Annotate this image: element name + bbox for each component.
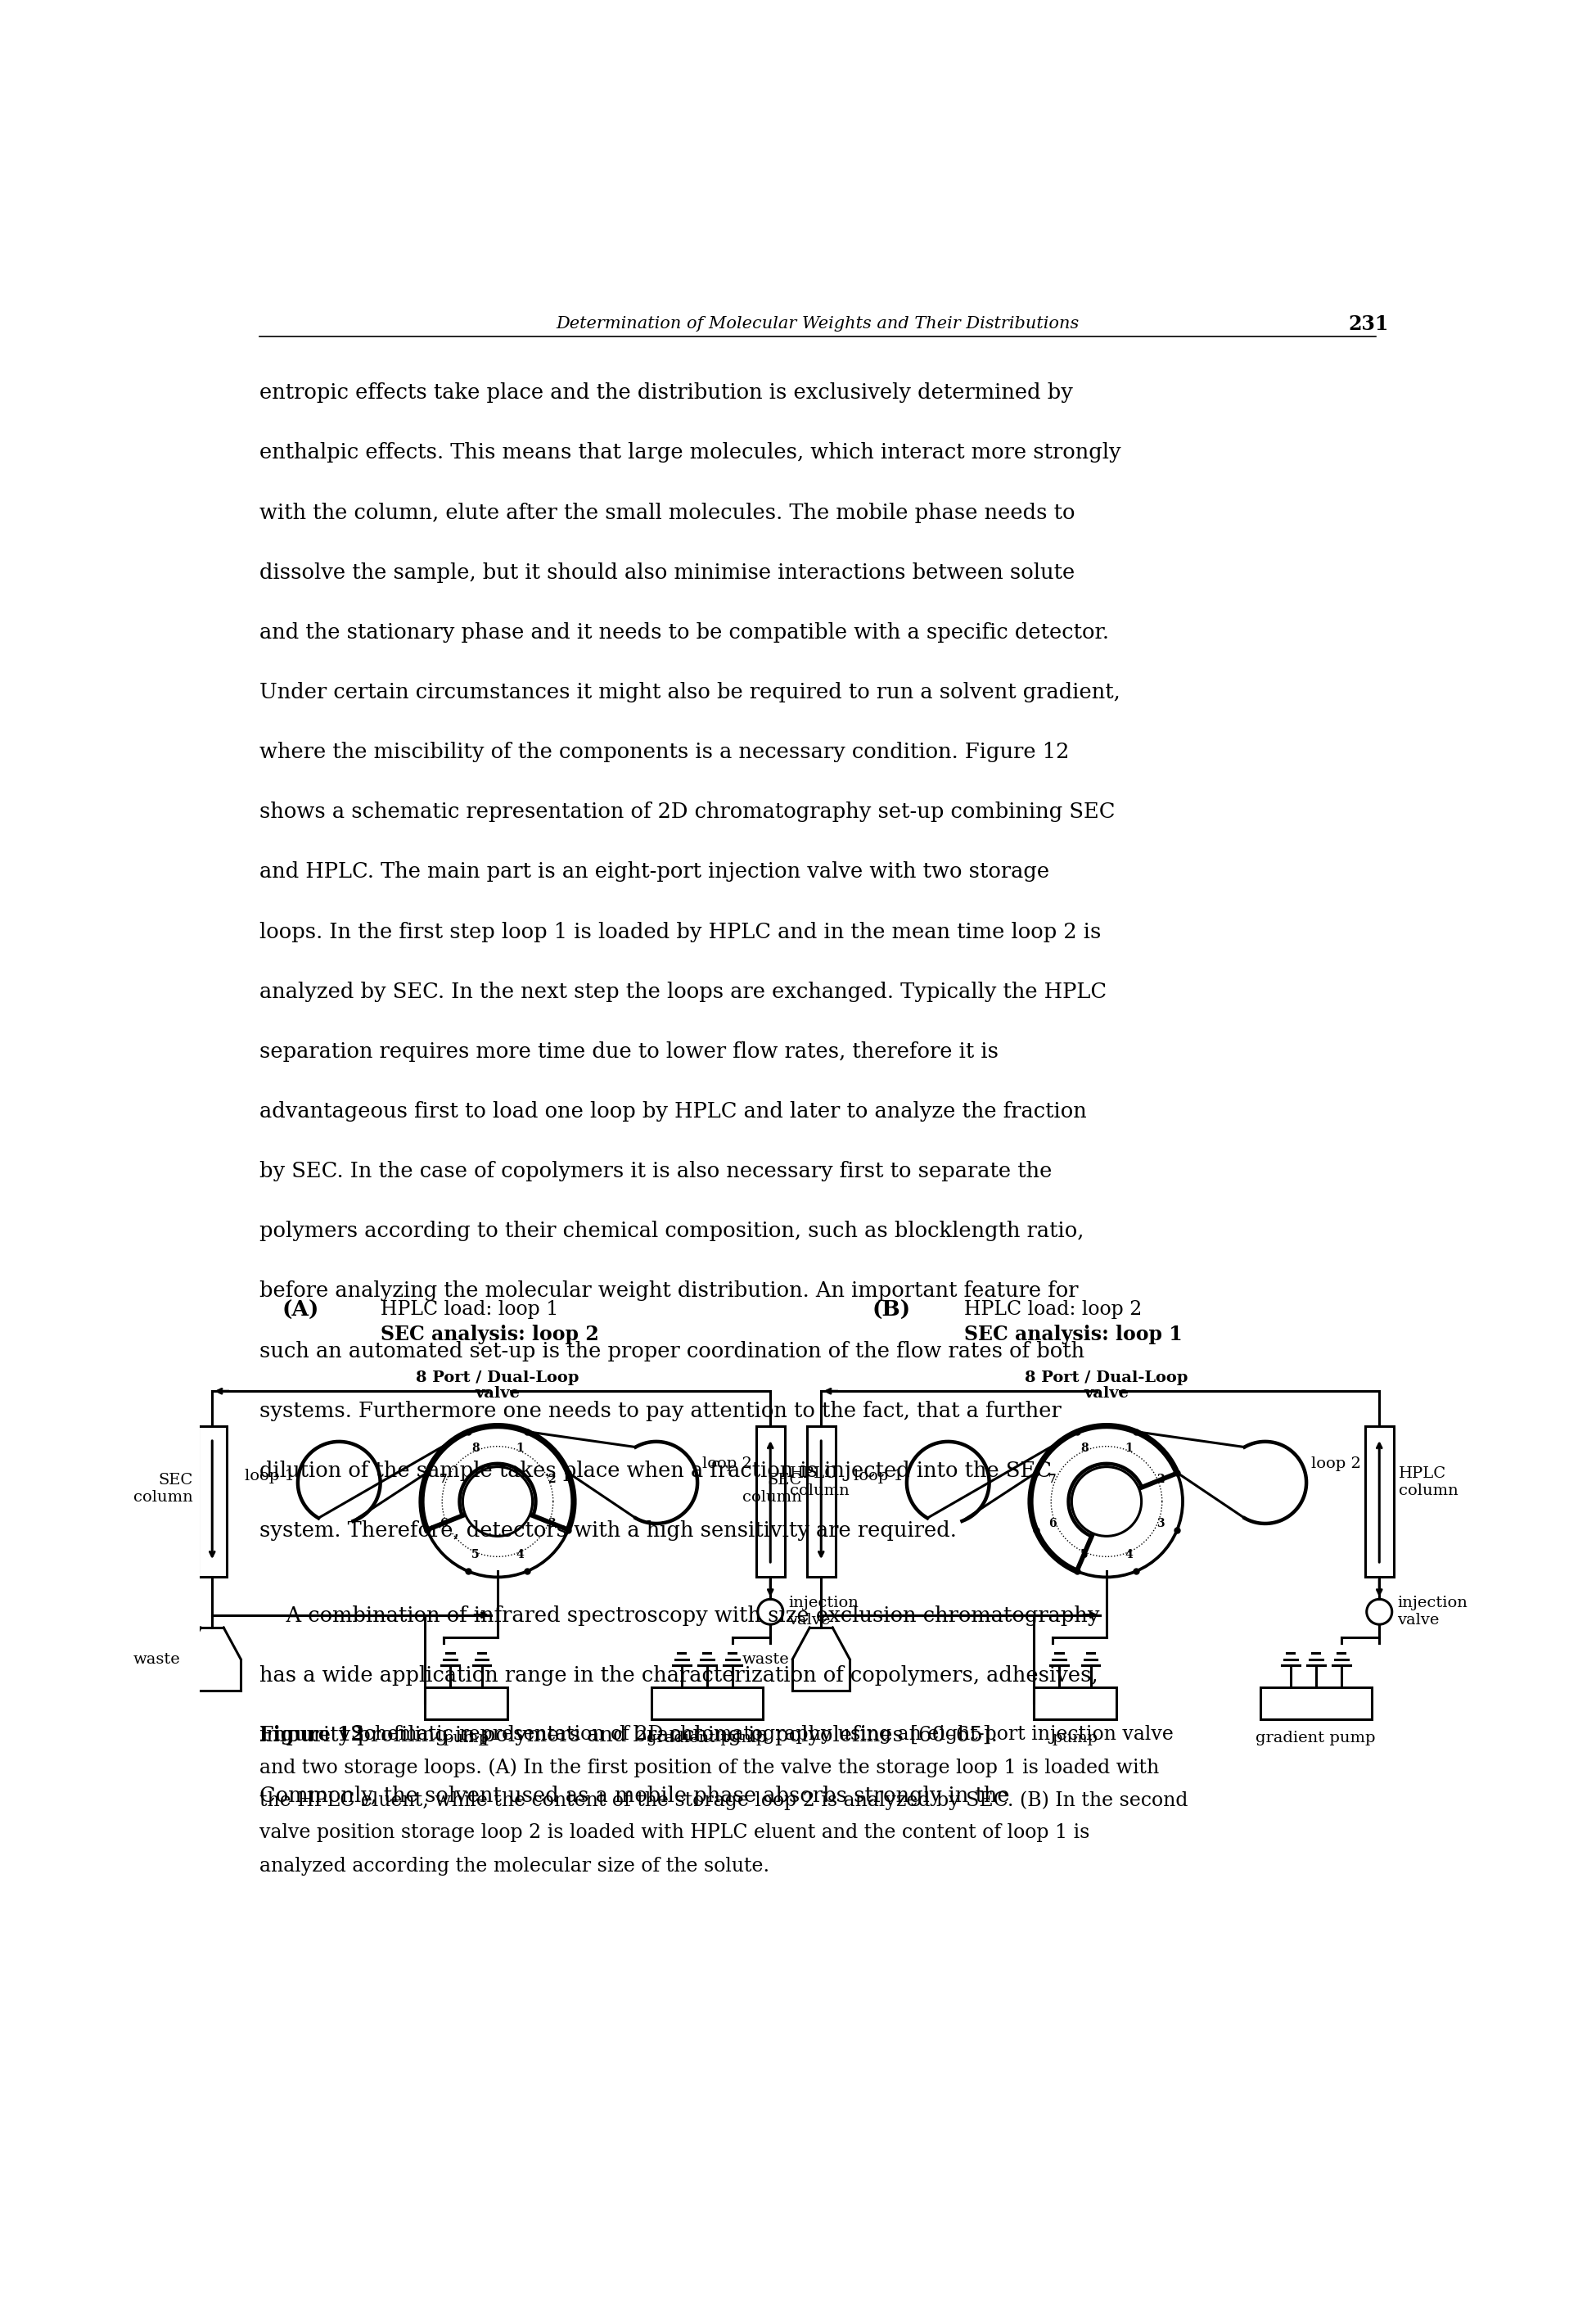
Text: advantageous first to load one loop by HPLC and later to analyze the fraction: advantageous first to load one loop by H… (260, 1100, 1087, 1121)
Text: valve position storage loop 2 is loaded with HPLC eluent and the content of loop: valve position storage loop 2 is loaded … (260, 1824, 1090, 1843)
Text: 7: 7 (440, 1474, 447, 1485)
Text: by SEC. In the case of copolymers it is also necessary first to separate the: by SEC. In the case of copolymers it is … (260, 1160, 1052, 1181)
Text: 2: 2 (1157, 1474, 1165, 1485)
Text: Figure 12: Figure 12 (260, 1725, 364, 1745)
Text: shows a schematic representation of 2D chromatography set-up combining SEC: shows a schematic representation of 2D c… (260, 801, 1116, 822)
Text: 6: 6 (440, 1518, 447, 1530)
Text: separation requires more time due to lower flow rates, therefore it is: separation requires more time due to low… (260, 1042, 999, 1061)
Text: 231: 231 (1349, 313, 1389, 334)
Bar (1261, 1687, 1371, 1720)
Text: before analyzing the molecular weight distribution. An important feature for: before analyzing the molecular weight di… (260, 1281, 1079, 1302)
Text: dilution of the sample takes place when a fraction is injected into the SEC: dilution of the sample takes place when … (260, 1460, 1052, 1481)
Text: valve: valve (476, 1386, 520, 1400)
Text: pump: pump (444, 1731, 488, 1745)
Bar (198, 1425, 227, 1578)
Text: waste: waste (132, 1653, 180, 1666)
Text: such an automated set-up is the proper coordination of the flow rates of both: such an automated set-up is the proper c… (260, 1342, 1085, 1360)
Bar (1365, 1425, 1393, 1578)
Text: 6: 6 (1049, 1518, 1057, 1530)
Text: (B): (B) (871, 1300, 910, 1321)
Text: entropic effects take place and the distribution is exclusively determined by: entropic effects take place and the dist… (260, 383, 1073, 404)
Text: systems. Furthermore one needs to pay attention to the fact, that a further: systems. Furthermore one needs to pay at… (260, 1400, 1061, 1420)
Text: Determination of Molecular Weights and Their Distributions: Determination of Molecular Weights and T… (557, 316, 1079, 332)
Text: SEC
column: SEC column (742, 1474, 801, 1504)
Bar (757, 1425, 785, 1578)
Bar (808, 1425, 835, 1578)
Text: A combination of infrared spectroscopy with size exclusion chromatography: A combination of infrared spectroscopy w… (260, 1606, 1100, 1627)
Text: injection
valve: injection valve (788, 1597, 859, 1627)
Text: 5: 5 (471, 1550, 479, 1560)
Text: Commonly, the solvent used as a mobile phase absorbs strongly in the: Commonly, the solvent used as a mobile p… (260, 1785, 1010, 1806)
Text: loop 1: loop 1 (244, 1469, 295, 1483)
Bar (425, 1687, 508, 1720)
Text: loop 1: loop 1 (854, 1469, 903, 1483)
Text: the HPLC eluent, while the content of the storage loop 2 is analyzed by SEC. (B): the HPLC eluent, while the content of th… (260, 1792, 1189, 1810)
Text: HPLC load: loop 1: HPLC load: loop 1 (380, 1300, 559, 1318)
Text: 4: 4 (1125, 1550, 1133, 1560)
Text: SEC analysis: loop 2: SEC analysis: loop 2 (380, 1325, 598, 1344)
Text: dissolve the sample, but it should also minimise interactions between solute: dissolve the sample, but it should also … (260, 562, 1076, 583)
Text: has a wide application range in the characterization of copolymers, adhesives,: has a wide application range in the char… (260, 1666, 1098, 1685)
Text: 1: 1 (516, 1441, 523, 1453)
Bar (651, 1687, 763, 1720)
Text: HPLC load: loop 2: HPLC load: loop 2 (964, 1300, 1141, 1318)
Text: 1: 1 (1125, 1441, 1133, 1453)
Bar (1034, 1687, 1116, 1720)
Text: (A): (A) (282, 1300, 319, 1321)
Text: SEC analysis: loop 1: SEC analysis: loop 1 (964, 1325, 1183, 1344)
Text: 4: 4 (516, 1550, 523, 1560)
Text: 8 Port / Dual-Loop: 8 Port / Dual-Loop (1025, 1369, 1187, 1386)
Text: enthalpic effects. This means that large molecules, which interact more strongly: enthalpic effects. This means that large… (260, 443, 1122, 462)
Text: 8: 8 (1080, 1441, 1088, 1453)
Text: gradient pump: gradient pump (646, 1731, 768, 1745)
Text: where the miscibility of the components is a necessary condition. Figure 12: where the miscibility of the components … (260, 743, 1069, 761)
Text: waste: waste (742, 1653, 790, 1666)
Text: SEC
column: SEC column (134, 1474, 193, 1504)
Text: valve: valve (1084, 1386, 1128, 1400)
Text: Under certain circumstances it might also be required to run a solvent gradient,: Under certain circumstances it might als… (260, 682, 1120, 703)
Text: polymers according to their chemical composition, such as blocklength ratio,: polymers according to their chemical com… (260, 1221, 1084, 1242)
Text: 3: 3 (1157, 1518, 1165, 1530)
Text: HPLC
column: HPLC column (1398, 1467, 1459, 1499)
Text: impurity profiling in polymers and branching in polyolefines [60–65].: impurity profiling in polymers and branc… (260, 1725, 998, 1745)
Text: loop 2: loop 2 (702, 1455, 752, 1472)
Text: 5: 5 (1080, 1550, 1088, 1560)
Text: loop 2: loop 2 (1312, 1455, 1361, 1472)
Text: Schematic representation of 2D chromatography using an eight-port injection valv: Schematic representation of 2D chromatog… (332, 1725, 1175, 1743)
Text: loops. In the first step loop 1 is loaded by HPLC and in the mean time loop 2 is: loops. In the first step loop 1 is loade… (260, 921, 1101, 942)
Text: injection
valve: injection valve (1396, 1597, 1467, 1627)
Text: analyzed by SEC. In the next step the loops are exchanged. Typically the HPLC: analyzed by SEC. In the next step the lo… (260, 982, 1108, 1003)
Text: 8: 8 (471, 1441, 479, 1453)
Text: and two storage loops. (A) In the first position of the valve the storage loop 1: and two storage loops. (A) In the first … (260, 1757, 1159, 1778)
Text: analyzed according the molecular size of the solute.: analyzed according the molecular size of… (260, 1857, 769, 1875)
Text: and the stationary phase and it needs to be compatible with a specific detector.: and the stationary phase and it needs to… (260, 622, 1109, 643)
Text: 8 Port / Dual-Loop: 8 Port / Dual-Loop (417, 1369, 579, 1386)
Text: pump: pump (1052, 1731, 1098, 1745)
Text: 7: 7 (1049, 1474, 1057, 1485)
Text: HPLC
column: HPLC column (790, 1467, 849, 1499)
Text: with the column, elute after the small molecules. The mobile phase needs to: with the column, elute after the small m… (260, 501, 1076, 522)
Text: system. Therefore, detectors with a high sensitivity are required.: system. Therefore, detectors with a high… (260, 1520, 958, 1541)
Text: 2: 2 (547, 1474, 555, 1485)
Text: and HPLC. The main part is an eight-port injection valve with two storage: and HPLC. The main part is an eight-port… (260, 861, 1050, 882)
Text: 3: 3 (547, 1518, 555, 1530)
Text: gradient pump: gradient pump (1256, 1731, 1376, 1745)
